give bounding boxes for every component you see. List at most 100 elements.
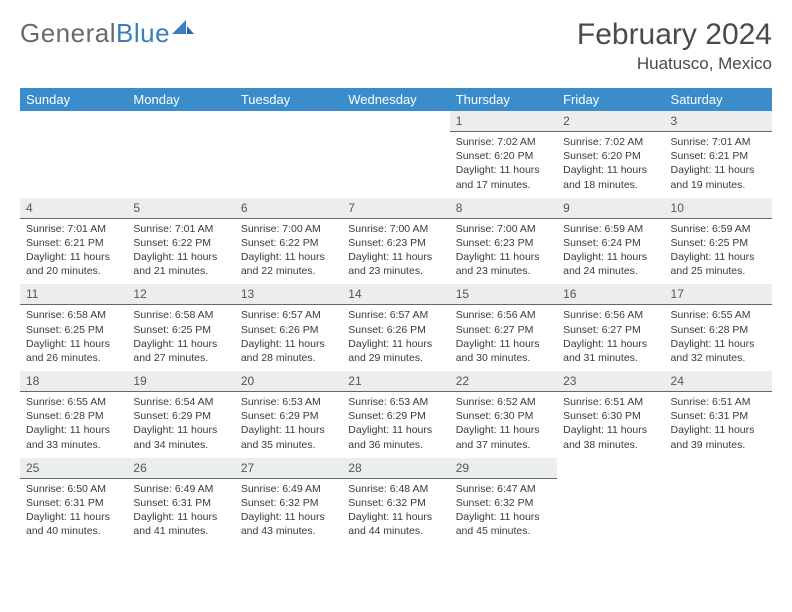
day-details: Sunrise: 7:01 AMSunset: 6:21 PMDaylight:… — [20, 219, 127, 285]
calendar-day-cell: 24Sunrise: 6:51 AMSunset: 6:31 PMDayligh… — [665, 371, 772, 458]
daylight-text: Daylight: 11 hours and 39 minutes. — [671, 423, 766, 451]
sunset-text: Sunset: 6:21 PM — [671, 149, 766, 163]
day-number: 27 — [235, 458, 342, 479]
calendar-day-cell: 9Sunrise: 6:59 AMSunset: 6:24 PMDaylight… — [557, 198, 664, 285]
calendar-day-cell: 23Sunrise: 6:51 AMSunset: 6:30 PMDayligh… — [557, 371, 664, 458]
day-details: Sunrise: 7:01 AMSunset: 6:21 PMDaylight:… — [665, 132, 772, 198]
day-number: 26 — [127, 458, 234, 479]
sunrise-text: Sunrise: 6:54 AM — [133, 395, 228, 409]
sunset-text: Sunset: 6:20 PM — [456, 149, 551, 163]
sunset-text: Sunset: 6:31 PM — [133, 496, 228, 510]
sunrise-text: Sunrise: 6:55 AM — [671, 308, 766, 322]
calendar-day-cell: 20Sunrise: 6:53 AMSunset: 6:29 PMDayligh… — [235, 371, 342, 458]
calendar-day-cell: 29Sunrise: 6:47 AMSunset: 6:32 PMDayligh… — [450, 458, 557, 545]
sunrise-text: Sunrise: 6:57 AM — [241, 308, 336, 322]
calendar-day-cell — [342, 111, 449, 198]
calendar-week-row: 18Sunrise: 6:55 AMSunset: 6:28 PMDayligh… — [20, 371, 772, 458]
day-details: Sunrise: 6:56 AMSunset: 6:27 PMDaylight:… — [450, 305, 557, 371]
sunset-text: Sunset: 6:26 PM — [241, 323, 336, 337]
sunset-text: Sunset: 6:29 PM — [348, 409, 443, 423]
logo-sail-icon — [172, 20, 194, 38]
day-number: 15 — [450, 284, 557, 305]
daylight-text: Daylight: 11 hours and 34 minutes. — [133, 423, 228, 451]
calendar-day-cell — [20, 111, 127, 198]
calendar-day-cell: 15Sunrise: 6:56 AMSunset: 6:27 PMDayligh… — [450, 284, 557, 371]
day-number: 22 — [450, 371, 557, 392]
daylight-text: Daylight: 11 hours and 26 minutes. — [26, 337, 121, 365]
dow-header: Wednesday — [342, 88, 449, 111]
sunrise-text: Sunrise: 6:58 AM — [133, 308, 228, 322]
calendar-day-cell: 22Sunrise: 6:52 AMSunset: 6:30 PMDayligh… — [450, 371, 557, 458]
day-number: 2 — [557, 111, 664, 132]
calendar-day-cell: 25Sunrise: 6:50 AMSunset: 6:31 PMDayligh… — [20, 458, 127, 545]
sunrise-text: Sunrise: 6:50 AM — [26, 482, 121, 496]
calendar-day-cell: 14Sunrise: 6:57 AMSunset: 6:26 PMDayligh… — [342, 284, 449, 371]
sunrise-text: Sunrise: 6:59 AM — [671, 222, 766, 236]
calendar-day-cell: 7Sunrise: 7:00 AMSunset: 6:23 PMDaylight… — [342, 198, 449, 285]
sunset-text: Sunset: 6:29 PM — [133, 409, 228, 423]
day-of-week-header-row: Sunday Monday Tuesday Wednesday Thursday… — [20, 88, 772, 111]
day-number: 9 — [557, 198, 664, 219]
dow-header: Monday — [127, 88, 234, 111]
sunset-text: Sunset: 6:31 PM — [671, 409, 766, 423]
sunrise-text: Sunrise: 6:59 AM — [563, 222, 658, 236]
day-details: Sunrise: 6:55 AMSunset: 6:28 PMDaylight:… — [20, 392, 127, 458]
calendar-day-cell: 19Sunrise: 6:54 AMSunset: 6:29 PMDayligh… — [127, 371, 234, 458]
day-details: Sunrise: 6:56 AMSunset: 6:27 PMDaylight:… — [557, 305, 664, 371]
daylight-text: Daylight: 11 hours and 30 minutes. — [456, 337, 551, 365]
calendar-day-cell: 8Sunrise: 7:00 AMSunset: 6:23 PMDaylight… — [450, 198, 557, 285]
calendar-week-row: 1Sunrise: 7:02 AMSunset: 6:20 PMDaylight… — [20, 111, 772, 198]
calendar-day-cell: 1Sunrise: 7:02 AMSunset: 6:20 PMDaylight… — [450, 111, 557, 198]
sunrise-text: Sunrise: 6:56 AM — [563, 308, 658, 322]
day-details: Sunrise: 6:55 AMSunset: 6:28 PMDaylight:… — [665, 305, 772, 371]
day-number: 18 — [20, 371, 127, 392]
day-details: Sunrise: 6:57 AMSunset: 6:26 PMDaylight:… — [235, 305, 342, 371]
calendar-day-cell: 13Sunrise: 6:57 AMSunset: 6:26 PMDayligh… — [235, 284, 342, 371]
sunset-text: Sunset: 6:30 PM — [456, 409, 551, 423]
sunrise-text: Sunrise: 6:52 AM — [456, 395, 551, 409]
day-details: Sunrise: 7:02 AMSunset: 6:20 PMDaylight:… — [557, 132, 664, 198]
daylight-text: Daylight: 11 hours and 31 minutes. — [563, 337, 658, 365]
calendar-day-cell: 12Sunrise: 6:58 AMSunset: 6:25 PMDayligh… — [127, 284, 234, 371]
sunset-text: Sunset: 6:25 PM — [671, 236, 766, 250]
brand-word-1: General — [20, 18, 116, 49]
day-number: 13 — [235, 284, 342, 305]
month-title: February 2024 — [577, 18, 772, 52]
location-label: Huatusco, Mexico — [577, 54, 772, 74]
day-details: Sunrise: 7:01 AMSunset: 6:22 PMDaylight:… — [127, 219, 234, 285]
calendar-day-cell: 4Sunrise: 7:01 AMSunset: 6:21 PMDaylight… — [20, 198, 127, 285]
calendar-day-cell — [127, 111, 234, 198]
day-details: Sunrise: 6:51 AMSunset: 6:31 PMDaylight:… — [665, 392, 772, 458]
dow-header: Tuesday — [235, 88, 342, 111]
calendar-day-cell — [557, 458, 664, 545]
daylight-text: Daylight: 11 hours and 29 minutes. — [348, 337, 443, 365]
page-header: General Blue February 2024 Huatusco, Mex… — [20, 18, 772, 74]
calendar-day-cell: 10Sunrise: 6:59 AMSunset: 6:25 PMDayligh… — [665, 198, 772, 285]
brand-logo: General Blue — [20, 18, 194, 49]
sunrise-text: Sunrise: 7:02 AM — [563, 135, 658, 149]
sunrise-text: Sunrise: 7:00 AM — [348, 222, 443, 236]
sunrise-text: Sunrise: 6:53 AM — [241, 395, 336, 409]
sunrise-text: Sunrise: 7:01 AM — [26, 222, 121, 236]
sunset-text: Sunset: 6:32 PM — [456, 496, 551, 510]
calendar-day-cell: 5Sunrise: 7:01 AMSunset: 6:22 PMDaylight… — [127, 198, 234, 285]
day-details: Sunrise: 6:49 AMSunset: 6:31 PMDaylight:… — [127, 479, 234, 545]
calendar-day-cell: 3Sunrise: 7:01 AMSunset: 6:21 PMDaylight… — [665, 111, 772, 198]
calendar-day-cell: 28Sunrise: 6:48 AMSunset: 6:32 PMDayligh… — [342, 458, 449, 545]
sunset-text: Sunset: 6:32 PM — [241, 496, 336, 510]
day-number: 5 — [127, 198, 234, 219]
day-details: Sunrise: 6:53 AMSunset: 6:29 PMDaylight:… — [342, 392, 449, 458]
sunrise-text: Sunrise: 6:51 AM — [671, 395, 766, 409]
sunset-text: Sunset: 6:28 PM — [671, 323, 766, 337]
daylight-text: Daylight: 11 hours and 19 minutes. — [671, 163, 766, 191]
day-number: 20 — [235, 371, 342, 392]
daylight-text: Daylight: 11 hours and 32 minutes. — [671, 337, 766, 365]
sunrise-text: Sunrise: 6:57 AM — [348, 308, 443, 322]
day-details: Sunrise: 7:02 AMSunset: 6:20 PMDaylight:… — [450, 132, 557, 198]
day-details: Sunrise: 6:58 AMSunset: 6:25 PMDaylight:… — [127, 305, 234, 371]
calendar-week-row: 11Sunrise: 6:58 AMSunset: 6:25 PMDayligh… — [20, 284, 772, 371]
calendar-day-cell: 11Sunrise: 6:58 AMSunset: 6:25 PMDayligh… — [20, 284, 127, 371]
sunrise-text: Sunrise: 6:48 AM — [348, 482, 443, 496]
dow-header: Thursday — [450, 88, 557, 111]
sunrise-text: Sunrise: 6:49 AM — [133, 482, 228, 496]
